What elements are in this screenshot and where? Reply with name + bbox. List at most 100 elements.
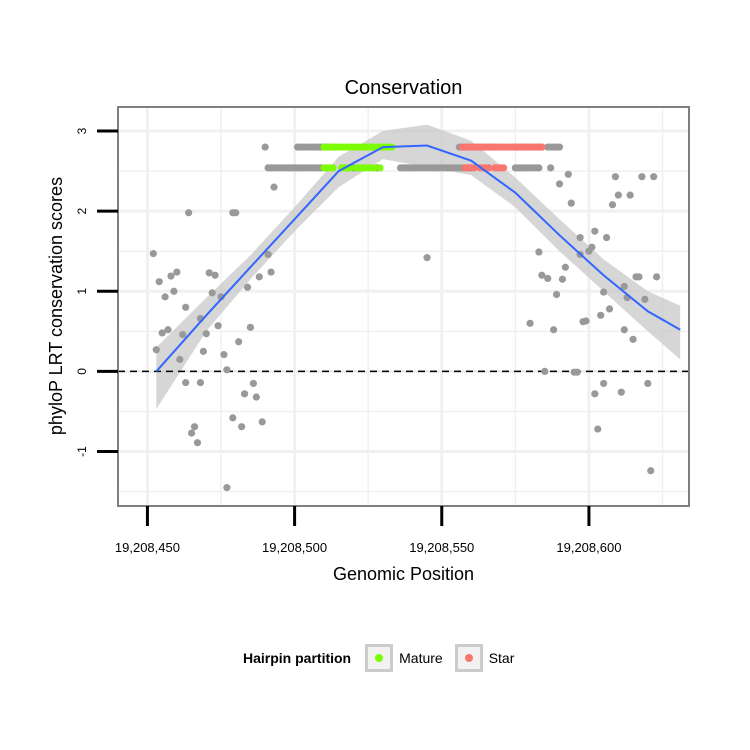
point-other — [423, 254, 431, 262]
legend: Hairpin partition Mature Star — [243, 641, 526, 675]
legend-item-star: Star — [454, 644, 521, 672]
y-axis-label: phyloP LRT conservation scores — [46, 177, 66, 435]
point-other — [555, 180, 564, 188]
panel-border — [117, 106, 690, 507]
point-other — [179, 330, 187, 339]
point-star — [538, 143, 546, 151]
legend-key-star — [454, 644, 483, 672]
legend-title: Hairpin partition — [243, 650, 352, 666]
point-other — [635, 273, 643, 281]
point-other — [629, 335, 637, 343]
point-other — [535, 248, 543, 256]
point-other — [264, 250, 272, 259]
point-other — [176, 355, 184, 363]
y-axis: -1 0 1 2 3 — [75, 127, 118, 457]
point-other — [238, 423, 246, 431]
point-other — [223, 483, 231, 492]
point-other — [235, 338, 243, 346]
point-other — [229, 414, 237, 422]
point-other — [252, 393, 260, 401]
point-other — [158, 329, 166, 337]
legend-label-mature: Mature — [399, 650, 443, 666]
point-mature — [329, 164, 337, 172]
point-other — [591, 227, 599, 235]
point-other — [196, 379, 205, 387]
smooth-line — [155, 144, 681, 373]
point-other — [211, 271, 219, 279]
point-other — [258, 418, 266, 426]
x-tick-label: 19,208,600 — [556, 540, 621, 555]
point-other — [199, 347, 207, 355]
point-other — [626, 191, 634, 199]
point-other — [152, 346, 160, 354]
y-tick-label: 0 — [75, 368, 89, 375]
point-other — [173, 268, 181, 276]
point-other — [561, 263, 569, 271]
point-other — [582, 317, 590, 325]
legend-item-mature: Mature — [365, 644, 449, 672]
point-other — [576, 233, 584, 242]
legend-label-star: Star — [488, 650, 515, 666]
point-other — [223, 366, 231, 374]
point-other — [547, 164, 555, 172]
point-other — [550, 326, 558, 334]
point-other — [240, 390, 249, 398]
point-other — [605, 305, 614, 313]
point-other — [600, 379, 608, 388]
x-tick-label: 19,208,450 — [115, 540, 180, 555]
point-mature — [370, 164, 378, 172]
point-other — [538, 271, 546, 279]
point-other — [644, 379, 652, 388]
confidence-band — [156, 124, 681, 410]
point-other — [647, 467, 655, 475]
point-other — [555, 143, 564, 151]
point-other — [164, 326, 172, 334]
point-other — [650, 173, 658, 181]
mature-dot-icon — [375, 654, 384, 662]
x-axis-label: Genomic Position — [333, 564, 474, 584]
point-other — [588, 243, 596, 251]
point-other — [653, 273, 661, 281]
point-other — [594, 425, 602, 433]
point-other — [232, 209, 240, 217]
point-star — [470, 164, 478, 172]
point-other — [208, 289, 216, 297]
point-other — [638, 173, 646, 181]
point-other — [249, 379, 257, 388]
point-other — [608, 201, 617, 209]
x-axis: 19,208,450 19,208,500 19,208,550 19,208,600 — [115, 506, 621, 555]
data-points — [149, 143, 661, 492]
point-other — [255, 273, 263, 281]
grid-lines — [118, 107, 689, 506]
chart-title: Conservation — [345, 77, 463, 99]
point-other — [552, 290, 561, 299]
point-star — [485, 164, 493, 172]
point-other — [187, 429, 196, 437]
point-other — [149, 250, 157, 258]
point-other — [564, 170, 572, 178]
point-other — [617, 388, 625, 396]
point-other — [620, 326, 628, 334]
point-other — [573, 368, 581, 376]
point-other — [202, 330, 210, 338]
point-other — [182, 303, 190, 311]
point-star — [499, 164, 508, 172]
point-other — [220, 350, 228, 359]
point-other — [611, 173, 620, 181]
point-other — [270, 183, 278, 191]
point-other — [641, 295, 649, 303]
point-other — [214, 322, 222, 330]
point-other — [185, 209, 193, 217]
point-other — [205, 269, 213, 277]
point-other — [535, 164, 543, 172]
y-tick-label: 3 — [75, 127, 89, 134]
point-other — [190, 423, 199, 431]
point-other — [167, 272, 175, 280]
point-other — [600, 288, 608, 296]
point-other — [243, 283, 252, 291]
x-tick-label: 19,208,500 — [262, 540, 327, 555]
point-other — [591, 390, 599, 398]
point-other — [246, 323, 255, 331]
point-other — [170, 287, 178, 295]
